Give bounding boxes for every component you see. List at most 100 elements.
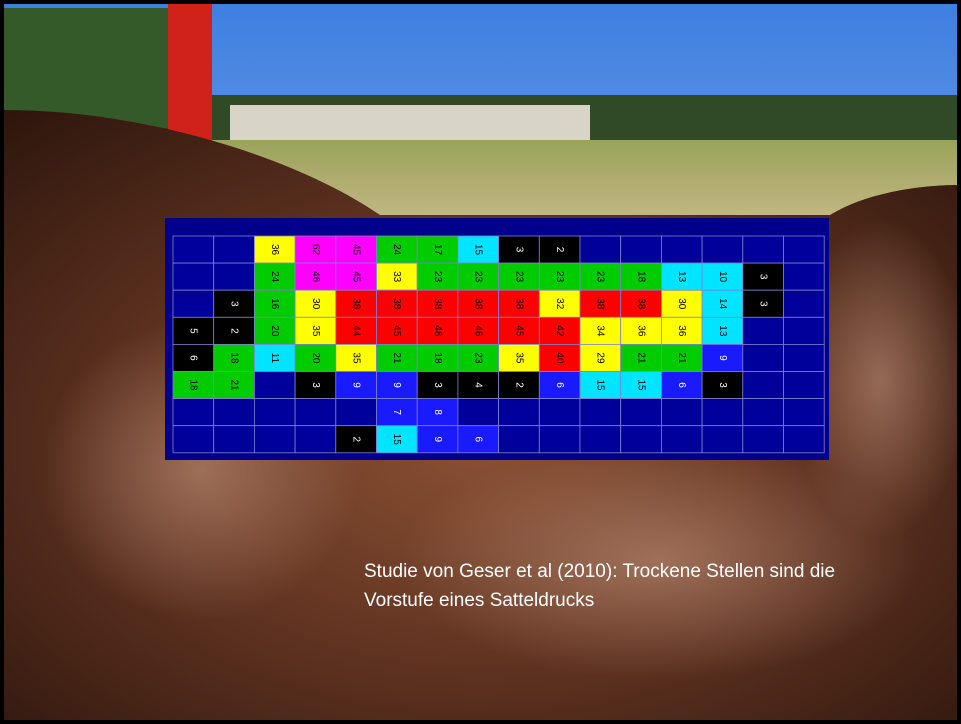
cell-value: 21 (676, 352, 687, 364)
cell (579, 425, 622, 454)
cell (253, 425, 296, 454)
cell (498, 398, 540, 427)
cell (498, 343, 540, 372)
cell-value: 38 (432, 298, 443, 310)
cell (579, 398, 622, 427)
cell (783, 425, 825, 454)
caption: Studie von Geser et al (2010): Trockene … (364, 561, 835, 582)
cell-value: 36 (635, 325, 646, 337)
cell-value: 6 (188, 355, 199, 361)
cell (416, 235, 459, 264)
cell (253, 289, 296, 318)
cell-value: 2 (228, 328, 239, 334)
cell-value: 2 (513, 382, 524, 388)
cell-value: 3 (717, 382, 728, 388)
cell-value: 15 (595, 379, 606, 391)
cell (661, 425, 703, 454)
cell (416, 316, 459, 345)
cell (213, 398, 255, 427)
cell (172, 425, 215, 454)
cell (661, 289, 703, 318)
cell (416, 262, 459, 291)
cell (661, 398, 703, 427)
cell-value: 7 (391, 409, 402, 415)
cell (620, 289, 662, 318)
pressure-grid: 36 62 45 24 17 15 3 224 46 45 33 23 23 23 23 23 18 13 10 33… (172, 235, 825, 454)
cell (213, 262, 255, 291)
cell (701, 425, 744, 454)
cell-value: 3 (228, 301, 239, 307)
cell (457, 371, 499, 400)
cell (783, 235, 825, 264)
cell (661, 262, 703, 291)
cell (701, 235, 744, 264)
cell-value: 38 (595, 298, 606, 310)
cell (538, 425, 581, 454)
cell (498, 425, 540, 454)
cell (172, 343, 215, 372)
cell-value: 38 (391, 298, 402, 310)
cell (783, 371, 825, 400)
cell (213, 425, 255, 454)
cell-value: 30 (310, 298, 321, 310)
cell-value: 40 (554, 352, 565, 364)
cell-value: 23 (595, 271, 606, 283)
cell-value: 34 (595, 325, 606, 337)
cell (742, 425, 784, 454)
cell-value: 45 (391, 325, 402, 337)
cell (457, 235, 499, 264)
cell-value: 35 (513, 352, 524, 364)
cell (253, 262, 296, 291)
cell-value: 2 (554, 247, 565, 253)
cell-value: 18 (432, 352, 443, 364)
cell-value: 45 (351, 271, 362, 283)
cell-value: 23 (513, 271, 524, 283)
cell (783, 316, 825, 345)
cell-value: 38 (513, 298, 524, 310)
cell (376, 289, 418, 318)
cell (701, 398, 744, 427)
cell-value: 18 (188, 379, 199, 391)
cell-value: 17 (432, 244, 443, 256)
cell (376, 262, 418, 291)
cell (620, 262, 662, 291)
cell (253, 235, 296, 264)
cell (457, 289, 499, 318)
cell (701, 343, 744, 372)
cell-value: 15 (473, 244, 484, 256)
cell (253, 343, 296, 372)
cell-value: 10 (717, 271, 728, 283)
cell (783, 398, 825, 427)
cell (742, 235, 784, 264)
cell-value: 46 (432, 325, 443, 337)
cell (253, 398, 296, 427)
cell-value: 3 (758, 274, 769, 280)
cell-value: 6 (473, 436, 484, 442)
cell-value: 33 (391, 271, 402, 283)
cell-value: 23 (473, 352, 484, 364)
cell (783, 343, 825, 372)
cell (294, 343, 337, 372)
cell (294, 371, 337, 400)
cell-value: 38 (473, 298, 484, 310)
cell-value: 36 (269, 244, 280, 256)
cell-value: 15 (391, 434, 402, 446)
cell (213, 289, 255, 318)
cell (498, 371, 540, 400)
cell-value: 8 (432, 409, 443, 415)
cell-value: 3 (758, 301, 769, 307)
cell (498, 316, 540, 345)
cell (742, 343, 784, 372)
cell (742, 371, 784, 400)
cell (620, 316, 662, 345)
cell (620, 343, 662, 372)
cell (620, 425, 662, 454)
cell-value: 3 (310, 382, 321, 388)
cell (701, 316, 744, 345)
cell (294, 235, 337, 264)
cell (538, 316, 581, 345)
caption: Vorstufe eines Satteldrucks (364, 590, 594, 611)
